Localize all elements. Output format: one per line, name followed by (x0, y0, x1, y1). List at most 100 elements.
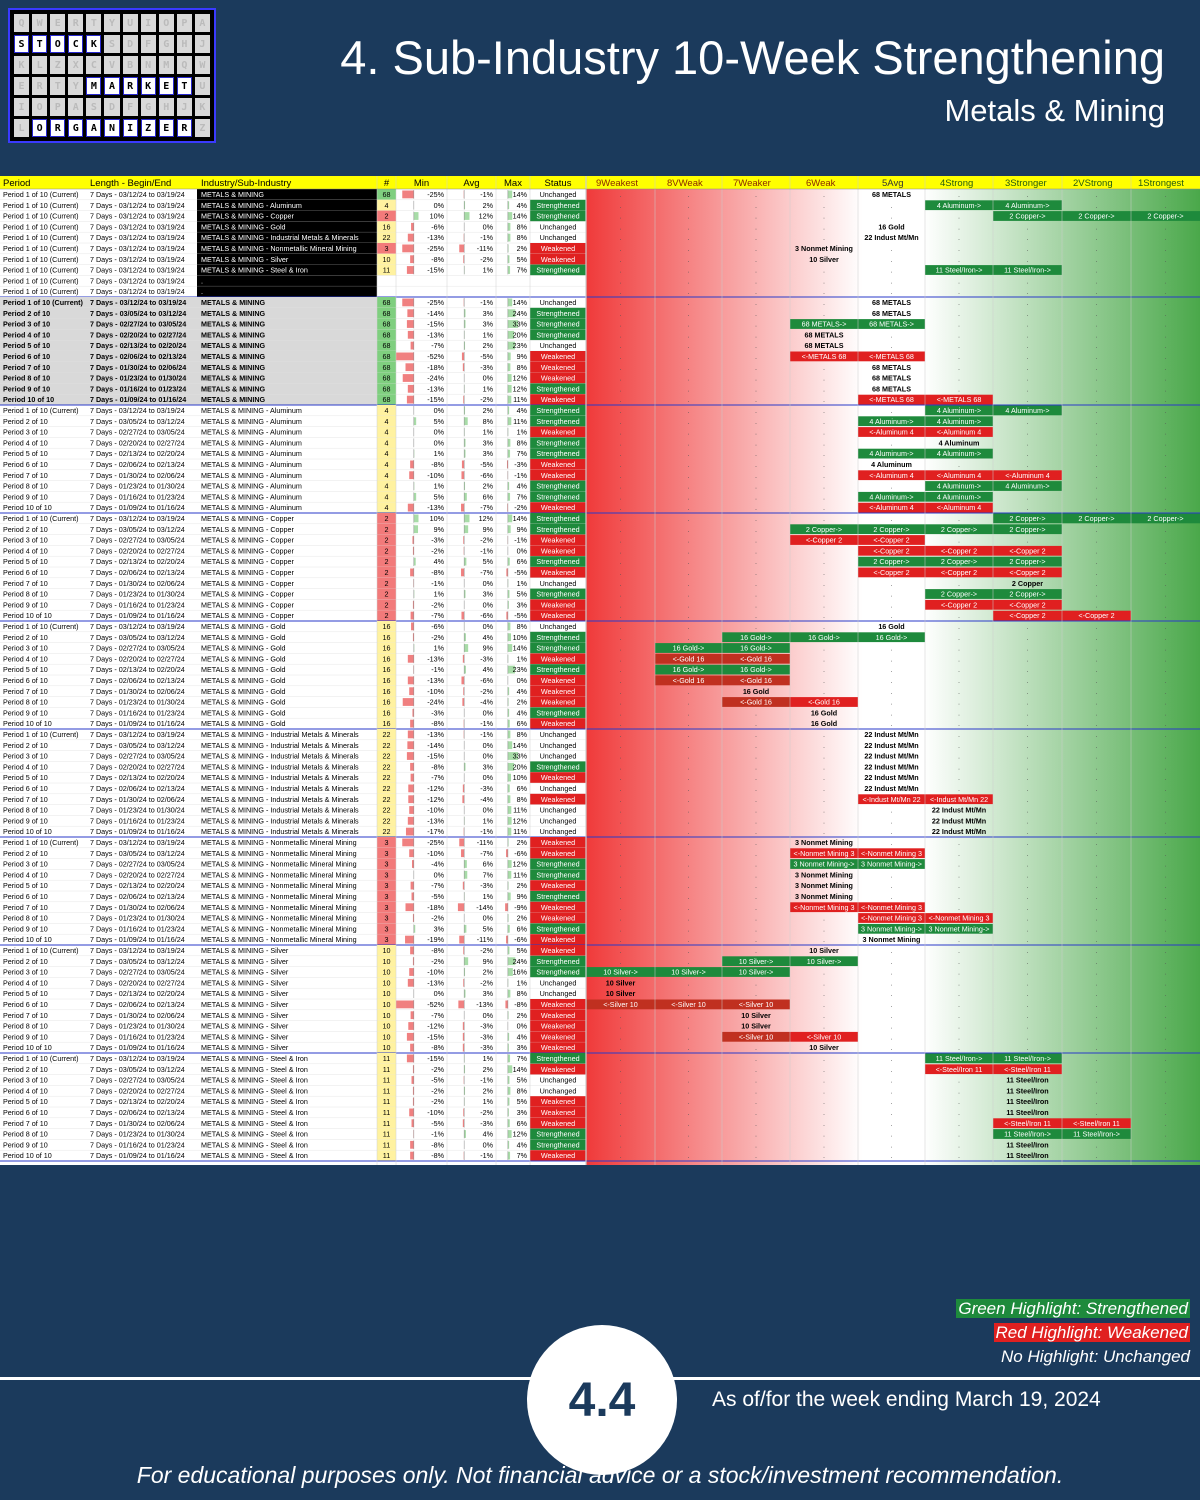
strength-marker-bg (858, 427, 925, 437)
period-cell: Period 2 of 10 (3, 1065, 48, 1074)
empty-marker: . (1027, 1000, 1029, 1009)
empty-marker: . (1096, 428, 1098, 437)
empty-marker: . (1096, 665, 1098, 674)
disclaimer: For educational purposes only. Not finan… (136, 1462, 1064, 1488)
length-cell: 7 Days - 01/30/24 to 02/06/24 (90, 471, 185, 480)
logo-letter: R (32, 77, 48, 95)
strength-marker: 68 METALS (872, 363, 911, 372)
avg-value: -2% (480, 255, 493, 264)
strength-marker: 22 Indust Mt/Mn (864, 741, 918, 750)
empty-marker: . (1027, 1043, 1029, 1052)
avg-value: -5% (480, 352, 493, 361)
empty-marker: . (1096, 989, 1098, 998)
min-value: 1% (434, 590, 445, 599)
column-header: 6Weak (806, 178, 836, 189)
empty-marker: . (1165, 622, 1167, 631)
empty-marker: . (755, 395, 757, 404)
empty-marker: . (823, 233, 825, 242)
header-band-cell (586, 176, 655, 189)
empty-marker: . (755, 806, 757, 815)
count-cell (377, 783, 396, 794)
logo-letter: G (158, 35, 174, 53)
empty-marker: . (1096, 827, 1098, 836)
avg-data-bar (459, 244, 465, 253)
empty-marker: . (1096, 633, 1098, 642)
strength-marker: <-Indust Mt/Mn 22 (862, 795, 920, 804)
empty-marker: . (1027, 287, 1029, 296)
length-cell: 7 Days - 01/16/24 to 01/23/24 (90, 816, 185, 825)
industry-cell: METALS & MINING - Copper (201, 546, 295, 555)
empty-marker: . (1096, 924, 1098, 933)
strength-marker-bg (993, 1064, 1062, 1075)
strength-marker: 2 Copper-> (873, 557, 909, 566)
column-header: 1Strongest (1138, 178, 1184, 189)
summary-black-cell (197, 275, 377, 287)
logo-letter: H (158, 98, 174, 116)
status-cell: Weakened (541, 946, 575, 955)
max-data-bar (507, 1065, 513, 1074)
min-data-bar (412, 1086, 414, 1095)
min-value: -13% (427, 654, 444, 663)
industry-cell: METALS & MINING - Nonmetallic Mineral Mi… (201, 849, 357, 858)
avg-value: -4% (480, 698, 493, 707)
industry-cell: METALS & MINING - Gold (201, 708, 286, 717)
logo-letter: Y (68, 77, 84, 95)
empty-marker: . (1096, 1151, 1098, 1160)
max-value: 11% (513, 870, 527, 879)
empty-marker: . (1027, 946, 1029, 955)
column-header: Status (545, 178, 572, 189)
strength-marker: 68 METALS (804, 330, 843, 339)
empty-marker: . (755, 525, 757, 534)
metals-shade (0, 340, 377, 351)
header-band-cell (1131, 176, 1200, 189)
empty-marker: . (1165, 1140, 1167, 1149)
empty-marker: . (1096, 946, 1098, 955)
period-cell: Period 8 of 10 (3, 590, 48, 599)
empty-marker: . (1165, 719, 1167, 728)
empty-marker: . (891, 870, 893, 879)
empty-marker: . (891, 330, 893, 339)
empty-marker: . (620, 287, 622, 296)
empty-marker: . (823, 773, 825, 782)
min-data-bar (410, 773, 414, 782)
strength-marker: 4 Aluminum (939, 438, 980, 447)
empty-marker: . (620, 579, 622, 588)
max-value: 6% (517, 1119, 528, 1128)
min-data-bar (406, 1054, 414, 1063)
empty-marker: . (958, 1076, 960, 1085)
strength-marker-bg (993, 211, 1062, 221)
avg-value: -3% (480, 654, 493, 663)
strength-marker: 16 Gold (878, 622, 904, 631)
min-value: -15% (427, 1032, 444, 1041)
summary-black-cell (197, 221, 377, 233)
count-value: 22 (383, 795, 391, 804)
min-data-bar (402, 190, 414, 199)
industry-cell: METALS & MINING - Nonmetallic Mineral Mi… (201, 903, 357, 912)
empty-marker: . (958, 244, 960, 253)
empty-marker: . (891, 611, 893, 620)
empty-marker: . (620, 600, 622, 609)
logo-letter: R (50, 119, 66, 137)
max-data-bar (507, 222, 511, 231)
min-data-bar (411, 1119, 414, 1128)
avg-value: 3% (483, 309, 494, 318)
strength-marker-bg (925, 1064, 993, 1075)
status-highlight (530, 696, 586, 708)
page-title: 4. Sub-Industry 10-Week Strengthening (340, 31, 1165, 84)
strength-marker: <-Silver 10 (671, 1000, 706, 1009)
strength-marker: <-Aluminum 4 (937, 471, 982, 480)
empty-marker: . (1096, 870, 1098, 879)
empty-marker: . (891, 255, 893, 264)
avg-data-bar (459, 838, 465, 847)
empty-marker: . (1096, 438, 1098, 447)
empty-marker: . (1165, 784, 1167, 793)
max-value: 2% (517, 914, 528, 923)
count-cell (377, 847, 396, 859)
status-cell: Strengthened (536, 514, 579, 523)
empty-marker: . (958, 687, 960, 696)
empty-marker: . (755, 1130, 757, 1139)
avg-value: 2% (483, 482, 494, 491)
strength-marker-bg (722, 664, 790, 675)
status-cell: Strengthened (536, 633, 579, 642)
industry-cell: METALS & MINING - Steel & Iron (201, 1108, 308, 1117)
